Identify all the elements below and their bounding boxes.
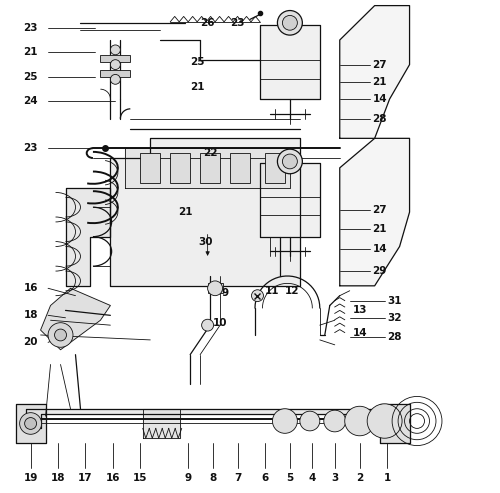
Bar — [100, 70, 130, 77]
Bar — [170, 153, 190, 182]
Text: 11: 11 — [265, 286, 280, 296]
Text: 24: 24 — [24, 97, 38, 106]
Circle shape — [344, 406, 374, 436]
Text: 8: 8 — [209, 473, 216, 483]
Text: 27: 27 — [372, 60, 387, 70]
Circle shape — [278, 10, 302, 35]
Text: 16: 16 — [24, 283, 38, 293]
Text: 14: 14 — [352, 327, 367, 338]
Text: 3: 3 — [331, 473, 338, 483]
Circle shape — [278, 149, 302, 174]
Text: 22: 22 — [203, 148, 218, 158]
Circle shape — [282, 154, 298, 169]
Polygon shape — [110, 139, 300, 286]
Polygon shape — [40, 288, 110, 350]
Circle shape — [208, 281, 222, 296]
Text: 13: 13 — [352, 305, 367, 316]
Bar — [230, 153, 250, 182]
Circle shape — [272, 409, 297, 433]
Text: 12: 12 — [285, 286, 300, 296]
Polygon shape — [380, 404, 410, 443]
Bar — [100, 55, 130, 62]
Circle shape — [252, 290, 264, 302]
Text: 6: 6 — [262, 473, 268, 483]
Bar — [265, 153, 285, 182]
Text: 25: 25 — [24, 72, 38, 82]
Text: 27: 27 — [372, 205, 387, 214]
Text: 4: 4 — [308, 473, 316, 483]
Bar — [200, 153, 220, 182]
Text: 19: 19 — [24, 473, 38, 483]
Polygon shape — [26, 409, 390, 428]
Text: 15: 15 — [133, 473, 148, 483]
Circle shape — [110, 60, 120, 70]
Text: 23: 23 — [24, 23, 38, 33]
Text: 1: 1 — [384, 473, 390, 483]
Circle shape — [54, 329, 66, 341]
Text: 14: 14 — [372, 94, 387, 104]
Text: 20: 20 — [24, 337, 38, 348]
Polygon shape — [66, 187, 110, 286]
Text: 9: 9 — [184, 473, 191, 483]
Circle shape — [202, 319, 213, 331]
Circle shape — [300, 411, 320, 431]
Polygon shape — [126, 148, 290, 187]
Text: 21: 21 — [372, 224, 387, 234]
Polygon shape — [340, 139, 409, 286]
Text: 14: 14 — [372, 244, 387, 254]
Polygon shape — [260, 25, 320, 99]
Text: 25: 25 — [190, 57, 205, 67]
Text: 21: 21 — [190, 82, 205, 92]
Bar — [208, 283, 222, 293]
Text: 29: 29 — [372, 266, 387, 276]
Text: 21: 21 — [178, 207, 192, 217]
Polygon shape — [340, 5, 409, 139]
Text: 21: 21 — [372, 77, 387, 87]
Text: 26: 26 — [200, 18, 215, 28]
Text: 17: 17 — [78, 473, 93, 483]
Text: 10: 10 — [213, 317, 228, 328]
Polygon shape — [260, 163, 320, 237]
Circle shape — [324, 410, 345, 432]
Circle shape — [110, 74, 120, 84]
Circle shape — [110, 45, 120, 55]
Text: 18: 18 — [51, 473, 66, 483]
Text: 18: 18 — [24, 310, 38, 320]
Text: 28: 28 — [388, 332, 402, 343]
Text: 2: 2 — [356, 473, 364, 483]
Circle shape — [282, 15, 298, 30]
Bar — [140, 153, 160, 182]
Text: 30: 30 — [198, 237, 212, 246]
Text: 23: 23 — [230, 18, 245, 28]
Circle shape — [367, 404, 402, 438]
Text: 28: 28 — [372, 114, 387, 124]
Circle shape — [24, 418, 36, 429]
Text: 21: 21 — [24, 47, 38, 57]
Text: 31: 31 — [388, 296, 402, 306]
Circle shape — [20, 413, 42, 434]
Text: 7: 7 — [234, 473, 241, 483]
Polygon shape — [16, 404, 46, 443]
Text: 16: 16 — [106, 473, 120, 483]
Text: 32: 32 — [388, 313, 402, 323]
Text: 5: 5 — [286, 473, 294, 483]
Text: 9: 9 — [222, 288, 228, 298]
Text: 23: 23 — [24, 143, 38, 153]
Polygon shape — [143, 409, 180, 438]
Circle shape — [48, 323, 73, 347]
